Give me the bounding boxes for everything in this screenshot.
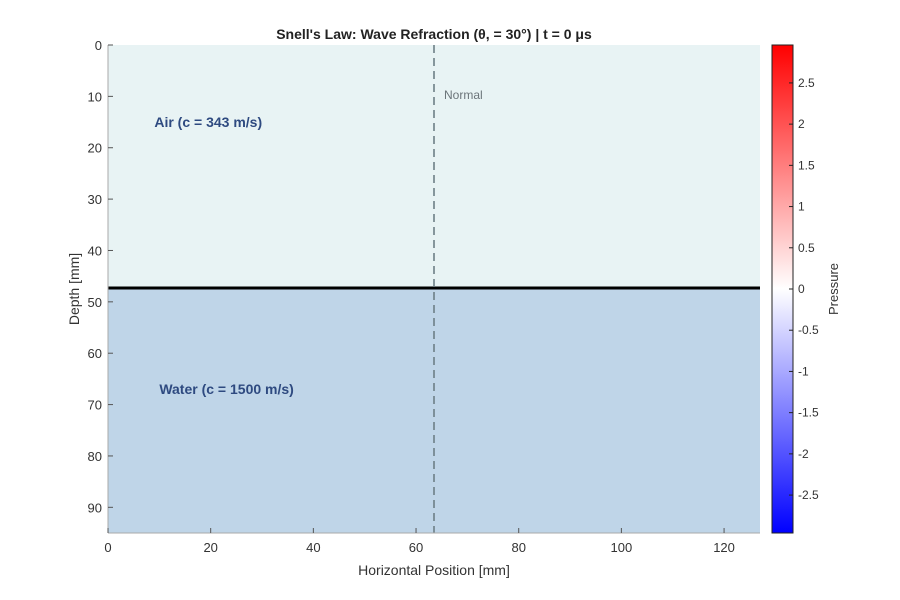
y-tick-label: 30 [88, 192, 102, 207]
colorbar-tick-label: -0.5 [798, 323, 819, 337]
colorbar-tick-label: 0.5 [798, 241, 815, 255]
x-tick-label: 60 [409, 540, 423, 555]
chart-title: Snell's Law: Wave Refraction (θ, = 30°) … [276, 26, 592, 42]
x-axis-label: Horizontal Position [mm] [358, 562, 510, 578]
colorbar-tick-label: 1.5 [798, 158, 815, 172]
y-axis-label: Depth [mm] [66, 253, 82, 325]
y-tick-label: 80 [88, 449, 102, 464]
colorbar-tick-label: 2.5 [798, 76, 815, 90]
y-tick-label: 0 [95, 38, 102, 53]
colorbar-tick-label: -1 [798, 364, 809, 378]
colorbar-label: Pressure [826, 263, 841, 315]
colorbar-tick-label: -1.5 [798, 406, 819, 420]
y-tick-label: 60 [88, 346, 102, 361]
y-tick-label: 50 [88, 295, 102, 310]
y-tick-label: 70 [88, 398, 102, 413]
x-tick-label: 0 [104, 540, 111, 555]
y-tick-label: 20 [88, 141, 102, 156]
x-tick-label: 120 [713, 540, 735, 555]
colorbar-tick-label: 1 [798, 200, 805, 214]
y-tick-label: 90 [88, 500, 102, 515]
colorbar-tick-label: 0 [798, 282, 805, 296]
x-tick-label: 80 [511, 540, 525, 555]
x-tick-label: 100 [611, 540, 633, 555]
colorbar: Pressure -2.5 -2 -1.5 -1 -0.5 0 0.5 1 1.5 2 2.5 [771, 44, 841, 534]
normal-label: Normal [444, 88, 483, 102]
x-tick-label: 20 [203, 540, 217, 555]
y-tick-label: 40 [88, 243, 102, 258]
colorbar-tick-label: 2 [798, 117, 805, 131]
colorbar-tick-label: -2.5 [798, 488, 819, 502]
x-tick-label: 40 [306, 540, 320, 555]
air-label: Air (c = 343 m/s) [154, 114, 262, 130]
y-tick-label: 10 [88, 89, 102, 104]
water-label: Water (c = 1500 m/s) [159, 381, 293, 397]
colorbar-tick-label: -2 [798, 447, 809, 461]
plot-area: Normal Air (c = 343 m/s) Water (c = 1500 m… [88, 38, 760, 555]
